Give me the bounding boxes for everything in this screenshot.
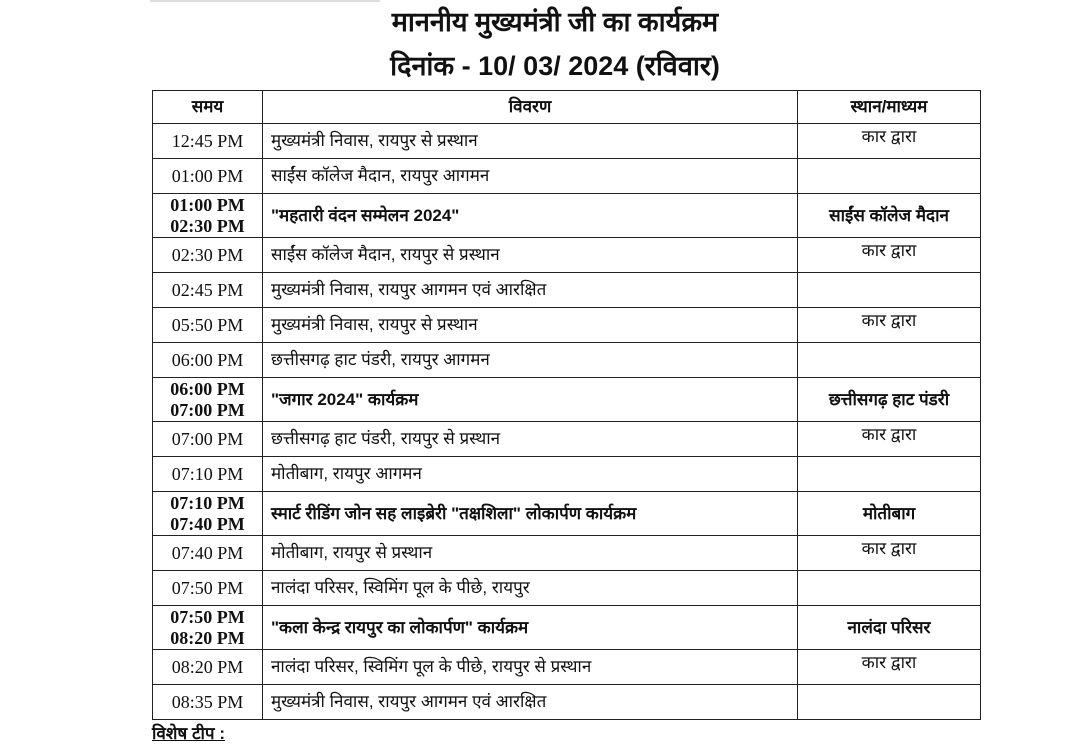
time-cell: 06:00 PM — [152, 342, 263, 378]
place-cell: कार द्वारा — [797, 307, 981, 343]
time-value: 08:20 PM — [170, 627, 245, 648]
details-cell: "जगार 2024" कार्यक्रम — [262, 377, 798, 422]
table-row: 02:45 PM मुख्यमंत्री निवास, रायपुर आगमन ए… — [152, 272, 981, 308]
time-value: 12:45 PM — [171, 130, 244, 151]
place-cell: कार द्वारा — [797, 649, 981, 685]
table-row: 07:10 PM 07:40 PM स्मार्ट रीडिंग जोन सह ला… — [152, 491, 981, 536]
place-cell: छत्तीसगढ़ हाट पंडरी — [797, 377, 981, 422]
table-header: समय विवरण स्थान/माध्यम — [152, 90, 981, 124]
time-value: 07:10 PM — [171, 463, 244, 484]
table-row: 06:00 PM 07:00 PM "जगार 2024" कार्यक्रम छत्… — [152, 377, 981, 422]
time-value: 08:20 PM — [171, 656, 244, 677]
time-cell: 12:45 PM — [152, 123, 263, 159]
time-cell: 07:50 PM — [152, 570, 263, 606]
time-cell: 07:40 PM — [152, 535, 263, 571]
place-cell — [797, 456, 981, 492]
header-place: स्थान/माध्यम — [797, 90, 981, 124]
details-cell: नालंदा परिसर, स्विमिंग पूल के पीछे, रायप… — [262, 649, 798, 685]
time-cell: 08:35 PM — [152, 684, 263, 720]
time-cell: 02:45 PM — [152, 272, 263, 308]
table-row: 07:10 PM मोतीबाग, रायपुर आगमन — [152, 456, 981, 492]
details-cell: "महतारी वंदन सम्मेलन 2024" — [262, 193, 798, 238]
time-cell: 01:00 PM 02:30 PM — [152, 193, 263, 238]
time-cell: 07:50 PM 08:20 PM — [152, 605, 263, 650]
time-value: 07:40 PM — [170, 513, 245, 534]
time-value: 08:35 PM — [171, 691, 244, 712]
time-cell: 02:30 PM — [152, 237, 263, 273]
time-cell: 06:00 PM 07:00 PM — [152, 377, 263, 422]
table-row: 07:50 PM 08:20 PM "कला केन्द्र रायपुर का ल… — [152, 605, 981, 650]
place-cell — [797, 272, 981, 308]
time-value: 06:00 PM — [170, 378, 245, 399]
place-cell: नालंदा परिसर — [797, 605, 981, 650]
place-cell: मोतीबाग — [797, 491, 981, 536]
time-value: 05:50 PM — [171, 314, 244, 335]
schedule-table: समय विवरण स्थान/माध्यम 12:45 PM मुख्यमंत्… — [152, 90, 981, 720]
details-cell: मुख्यमंत्री निवास, रायपुर से प्रस्थान — [262, 123, 798, 159]
time-cell: 07:00 PM — [152, 421, 263, 457]
time-cell: 08:20 PM — [152, 649, 263, 685]
time-value: 07:00 PM — [170, 399, 245, 420]
table-row: 08:35 PM मुख्यमंत्री निवास, रायपुर आगमन ए… — [152, 684, 981, 720]
place-cell — [797, 684, 981, 720]
place-cell — [797, 342, 981, 378]
schedule-section: समय विवरण स्थान/माध्यम 12:45 PM मुख्यमंत्… — [152, 90, 981, 744]
details-cell: मुख्यमंत्री निवास, रायपुर से प्रस्थान — [262, 307, 798, 343]
table-row: 07:50 PM नालंदा परिसर, स्विमिंग पूल के पी… — [152, 570, 981, 606]
details-cell: मोतीबाग, रायपुर आगमन — [262, 456, 798, 492]
place-cell — [797, 570, 981, 606]
page-title: माननीय मुख्यमंत्री जी का कार्यक्रम — [391, 7, 719, 37]
time-value: 06:00 PM — [171, 349, 244, 370]
table-row: 05:50 PM मुख्यमंत्री निवास, रायपुर से प्र… — [152, 307, 981, 343]
table-row: 12:45 PM मुख्यमंत्री निवास, रायपुर से प्र… — [152, 123, 981, 159]
place-cell: कार द्वारा — [797, 237, 981, 273]
time-value: 01:00 PM — [171, 165, 244, 186]
details-cell: छत्तीसगढ़ हाट पंडरी, रायपुर आगमन — [262, 342, 798, 378]
details-cell: "कला केन्द्र रायपुर का लोकार्पण" कार्यक्… — [262, 605, 798, 650]
time-value: 01:00 PM — [170, 194, 245, 215]
details-cell: नालंदा परिसर, स्विमिंग पूल के पीछे, रायप… — [262, 570, 798, 606]
special-note: विशेष टीप : — [152, 724, 225, 743]
header-details: विवरण — [262, 90, 798, 124]
scan-edge — [150, 0, 380, 2]
table-row: 07:00 PM छत्तीसगढ़ हाट पंडरी, रायपुर से प… — [152, 421, 981, 457]
table-row: 02:30 PM साईंस कॉलेज मैदान, रायपुर से प्र… — [152, 237, 981, 273]
table-row: 07:40 PM मोतीबाग, रायपुर से प्रस्थान कार द… — [152, 535, 981, 571]
details-cell: मोतीबाग, रायपुर से प्रस्थान — [262, 535, 798, 571]
details-cell: साईंस कॉलेज मैदान, रायपुर से प्रस्थान — [262, 237, 798, 273]
place-cell: साईंस कॉलेज मैदान — [797, 193, 981, 238]
time-cell: 05:50 PM — [152, 307, 263, 343]
place-cell: कार द्वारा — [797, 535, 981, 571]
time-value: 02:30 PM — [170, 215, 245, 236]
time-value: 07:50 PM — [170, 606, 245, 627]
table-row: 08:20 PM नालंदा परिसर, स्विमिंग पूल के पी… — [152, 649, 981, 685]
place-cell: कार द्वारा — [797, 123, 981, 159]
time-value: 07:00 PM — [171, 428, 244, 449]
table-row: 06:00 PM छत्तीसगढ़ हाट पंडरी, रायपुर आगमन — [152, 342, 981, 378]
details-cell: छत्तीसगढ़ हाट पंडरी, रायपुर से प्रस्थान — [262, 421, 798, 457]
details-cell: मुख्यमंत्री निवास, रायपुर आगमन एवं आरक्ष… — [262, 272, 798, 308]
time-value: 02:30 PM — [171, 244, 244, 265]
time-value: 07:10 PM — [170, 492, 245, 513]
time-value: 02:45 PM — [171, 279, 244, 300]
time-cell: 07:10 PM 07:40 PM — [152, 491, 263, 536]
header-time: समय — [152, 90, 263, 124]
table-row: 01:00 PM 02:30 PM "महतारी वंदन सम्मेलन 202… — [152, 193, 981, 238]
details-cell: मुख्यमंत्री निवास, रायपुर आगमन एवं आरक्ष… — [262, 684, 798, 720]
table-row: 01:00 PM साईंस कॉलेज मैदान, रायपुर आगमन — [152, 158, 981, 194]
time-cell: 07:10 PM — [152, 456, 263, 492]
date-line: दिनांक - 10/ 03/ 2024 (रविवार) — [390, 51, 720, 81]
place-cell: कार द्वारा — [797, 421, 981, 457]
time-value: 07:50 PM — [171, 577, 244, 598]
details-cell: साईंस कॉलेज मैदान, रायपुर आगमन — [262, 158, 798, 194]
time-cell: 01:00 PM — [152, 158, 263, 194]
place-cell — [797, 158, 981, 194]
details-cell: स्मार्ट रीडिंग जोन सह लाइब्रेरी "तक्षशिल… — [262, 491, 798, 536]
time-value: 07:40 PM — [171, 542, 244, 563]
